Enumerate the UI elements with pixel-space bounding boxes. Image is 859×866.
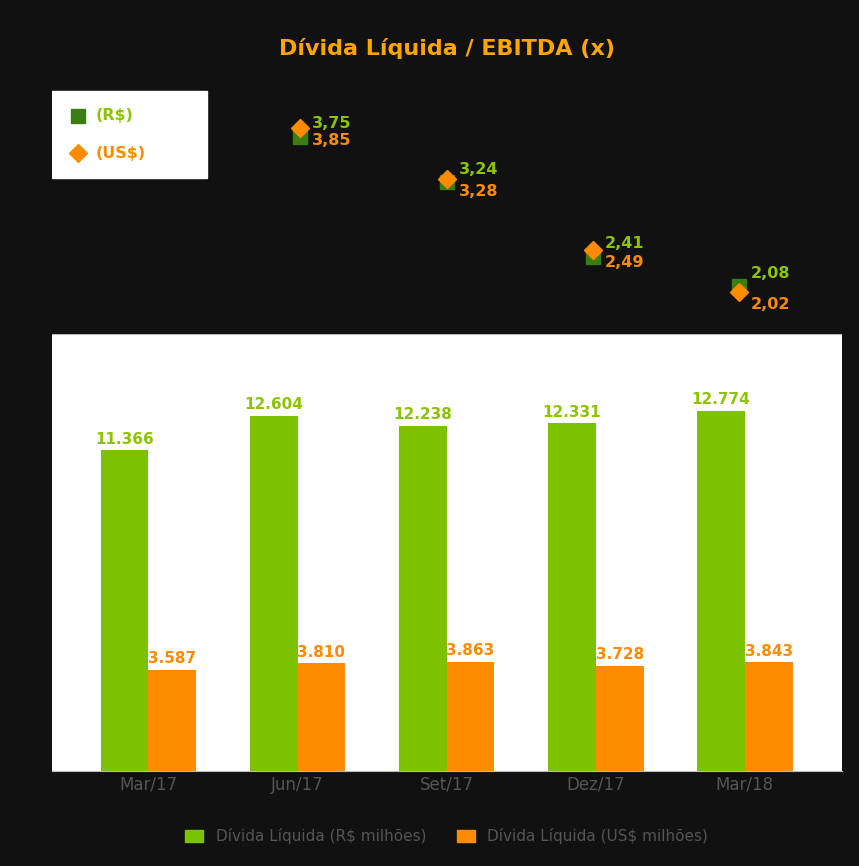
Bar [698, 410, 745, 771]
Text: (R$): (R$) [95, 108, 133, 123]
Text: 3,28: 3,28 [459, 184, 498, 199]
Text: 3,75: 3,75 [312, 116, 351, 131]
Bar [447, 662, 495, 771]
Bar [596, 666, 643, 771]
Bar [745, 662, 793, 771]
Text: 11.366: 11.366 [95, 432, 154, 447]
Bar [250, 416, 297, 771]
Text: 12.774: 12.774 [691, 392, 751, 407]
Bar [297, 663, 345, 771]
Text: 3.843: 3.843 [745, 643, 793, 659]
Text: (US$): (US$) [95, 145, 145, 160]
Text: 3,79: 3,79 [166, 113, 205, 127]
FancyBboxPatch shape [50, 91, 207, 178]
Text: 2,41: 2,41 [605, 236, 644, 251]
Text: 3,24: 3,24 [459, 162, 498, 177]
Text: 3.587: 3.587 [149, 651, 197, 666]
Text: 3.810: 3.810 [297, 644, 345, 660]
Text: 3,85: 3,85 [312, 133, 351, 148]
Text: 2,02: 2,02 [751, 297, 790, 312]
Text: 12.331: 12.331 [543, 404, 601, 420]
Text: 3.863: 3.863 [447, 643, 495, 658]
Text: 12.238: 12.238 [393, 407, 452, 423]
Text: 12.604: 12.604 [244, 397, 303, 412]
Bar [101, 450, 149, 771]
Bar [149, 669, 196, 771]
Text: 2,49: 2,49 [605, 255, 644, 270]
Text: 3.728: 3.728 [595, 647, 643, 662]
Bar [548, 423, 596, 771]
Bar [399, 426, 447, 771]
Title: Dívida Líquida / EBITDA (x): Dívida Líquida / EBITDA (x) [278, 38, 615, 60]
Legend: Dívida Líquida (R$ milhões), Dívida Líquida (US$ milhões): Dívida Líquida (R$ milhões), Dívida Líqu… [179, 822, 715, 850]
Text: 3,63: 3,63 [166, 152, 205, 168]
Text: 2,08: 2,08 [751, 266, 790, 281]
